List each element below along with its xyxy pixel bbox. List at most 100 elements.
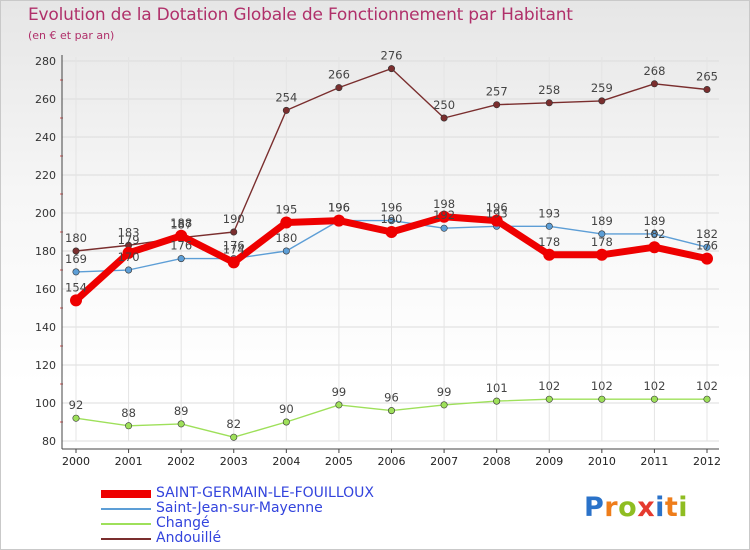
data-label: 176	[696, 239, 718, 253]
data-label: 101	[486, 381, 508, 395]
data-label: 92	[69, 398, 84, 412]
data-label: 102	[643, 379, 665, 393]
data-point	[177, 255, 185, 263]
y-tick-label: 100	[35, 397, 56, 410]
data-point	[545, 395, 553, 403]
x-tick-label: 2010	[588, 455, 616, 468]
data-point	[280, 216, 293, 229]
data-label: 90	[279, 402, 294, 416]
data-label: 196	[486, 201, 508, 215]
data-point	[545, 99, 553, 107]
data-label: 174	[223, 242, 245, 256]
logo-letter: o	[618, 492, 638, 523]
data-label: 180	[275, 231, 297, 245]
data-point	[440, 401, 448, 409]
x-tick-label: 2004	[272, 455, 300, 468]
data-label: 193	[486, 206, 508, 220]
data-label: 190	[223, 212, 245, 226]
data-label: 187	[170, 218, 192, 232]
data-point	[227, 256, 240, 269]
data-label: 268	[643, 64, 665, 78]
data-label: 154	[65, 280, 87, 294]
legend-swatch	[101, 523, 151, 525]
data-point	[595, 248, 608, 261]
data-label: 196	[328, 201, 350, 215]
data-label: 198	[433, 197, 455, 211]
logo-letter: i	[655, 492, 665, 523]
chart-title: Evolution de la Dotation Globale de Fonc…	[28, 5, 573, 25]
data-point	[440, 224, 448, 232]
data-label: 180	[65, 231, 87, 245]
data-label: 99	[437, 385, 452, 399]
data-point	[177, 420, 185, 428]
y-tick-label: 180	[35, 245, 56, 258]
data-label: 196	[328, 201, 350, 215]
data-point	[703, 243, 711, 251]
data-point	[650, 395, 658, 403]
data-point	[648, 241, 661, 254]
legend-swatch	[101, 490, 151, 498]
data-point	[490, 214, 503, 227]
y-tick-label: 80	[42, 435, 56, 448]
x-tick-label: 2005	[325, 455, 353, 468]
data-point	[703, 395, 711, 403]
data-label: 276	[381, 49, 403, 63]
data-point	[598, 395, 606, 403]
x-tick-label: 2011	[640, 455, 668, 468]
data-point	[70, 294, 82, 307]
data-label: 190	[381, 212, 403, 226]
data-label: 257	[486, 85, 508, 99]
data-point	[335, 401, 343, 409]
data-point	[230, 433, 238, 441]
data-point	[701, 252, 713, 265]
data-label: 189	[591, 214, 613, 228]
data-point	[440, 114, 448, 122]
data-label: 178	[538, 235, 560, 249]
data-point	[175, 229, 188, 242]
data-point	[387, 217, 395, 225]
data-point	[387, 65, 395, 73]
x-tick-label: 2006	[378, 455, 406, 468]
logo-letter: t	[664, 492, 679, 523]
logo-letter: i	[678, 492, 689, 523]
data-label: 195	[275, 203, 297, 217]
data-label: 188	[170, 216, 192, 230]
logo-letter: r	[604, 492, 619, 523]
data-point	[282, 418, 290, 426]
data-label: 192	[433, 208, 455, 222]
chart-subtitle: (en € et par an)	[28, 29, 115, 42]
data-point	[72, 414, 80, 422]
data-label: 178	[591, 235, 613, 249]
x-tick-label: 2007	[430, 455, 458, 468]
x-tick-label: 2002	[167, 455, 195, 468]
logo-letter: x	[637, 492, 656, 523]
data-label: 266	[328, 68, 350, 82]
data-point	[650, 80, 658, 88]
data-point	[230, 228, 238, 236]
x-tick-label: 2001	[115, 455, 143, 468]
x-tick-label: 2008	[483, 455, 511, 468]
data-point	[335, 84, 343, 92]
data-label: 176	[170, 239, 192, 253]
data-point	[703, 86, 711, 94]
y-tick-label: 260	[35, 93, 56, 106]
data-label: 176	[223, 239, 245, 253]
data-label: 196	[381, 201, 403, 215]
x-tick-label: 2009	[535, 455, 563, 468]
data-point	[543, 248, 556, 261]
legend-label: Saint-Jean-sur-Mayenne	[156, 500, 323, 516]
data-label: 258	[538, 83, 560, 97]
data-label: 182	[696, 227, 718, 241]
y-tick-label: 200	[35, 207, 56, 220]
data-label: 170	[118, 250, 140, 264]
y-tick-label: 160	[35, 283, 56, 296]
data-point	[438, 210, 451, 223]
data-label: 99	[332, 385, 347, 399]
y-tick-label: 120	[35, 359, 56, 372]
data-point	[387, 407, 395, 415]
data-label: 82	[226, 417, 241, 431]
data-label: 259	[591, 81, 613, 95]
data-point	[545, 222, 553, 230]
